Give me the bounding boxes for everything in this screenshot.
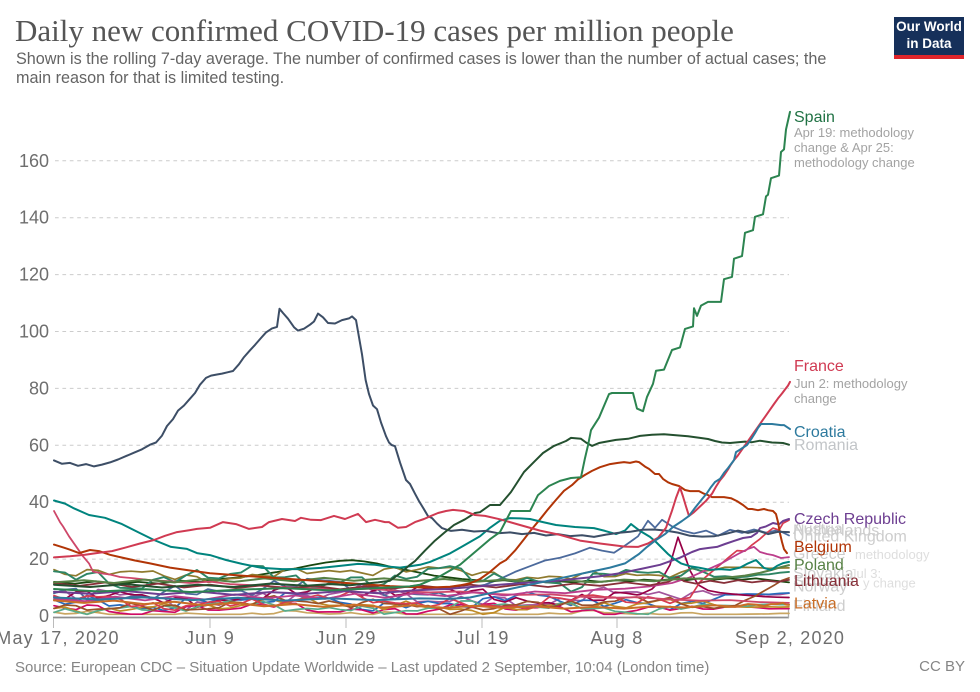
- svg-text:0: 0: [39, 606, 49, 626]
- svg-text:Finland: Finland: [793, 598, 845, 615]
- svg-text:Norway: Norway: [793, 579, 847, 596]
- svg-text:change & Apr 25:: change & Apr 25:: [794, 140, 894, 155]
- svg-text:60: 60: [29, 435, 49, 455]
- svg-text:Romania: Romania: [794, 437, 858, 454]
- svg-text:Czech Republic: Czech Republic: [794, 511, 906, 528]
- svg-text:140: 140: [19, 208, 49, 228]
- svg-text:United Kingdom: United Kingdom: [793, 529, 907, 546]
- svg-text:Slovenia: Slovenia: [793, 573, 854, 590]
- svg-text:Lithuania: Lithuania: [794, 573, 859, 590]
- svg-text:Apr 19: methodology: Apr 19: methodology: [794, 125, 914, 140]
- svg-text:change: change: [794, 391, 837, 406]
- svg-text:120: 120: [19, 265, 49, 285]
- svg-text:Poland: Poland: [794, 557, 844, 574]
- svg-text:40: 40: [29, 492, 49, 512]
- svg-text:100: 100: [19, 322, 49, 342]
- svg-text:Latvia: Latvia: [794, 596, 837, 613]
- svg-text:methodology: methodology: [855, 547, 930, 562]
- svg-text:Jul 19: Jul 19: [454, 628, 509, 648]
- svg-text:Jul 3:: Jul 3:: [850, 566, 881, 581]
- svg-text:160: 160: [19, 151, 49, 171]
- svg-text:Jun 9: Jun 9: [185, 628, 235, 648]
- svg-text:May 17, 2020: May 17, 2020: [0, 628, 120, 648]
- svg-text:80: 80: [29, 378, 49, 398]
- svg-text:Aug 8: Aug 8: [590, 628, 643, 648]
- svg-text:Slovakia: Slovakia: [793, 566, 854, 583]
- svg-text:Belgium: Belgium: [794, 539, 852, 556]
- svg-text:France: France: [794, 358, 844, 375]
- svg-text:Jun 29: Jun 29: [315, 628, 376, 648]
- svg-text:20: 20: [29, 549, 49, 569]
- svg-text:methodology change: methodology change: [794, 155, 915, 170]
- svg-text:Austria: Austria: [793, 521, 843, 538]
- svg-text:y change: y change: [863, 576, 916, 591]
- svg-text:Spain: Spain: [794, 109, 835, 126]
- svg-text:Jun 2: methodology: Jun 2: methodology: [794, 376, 908, 391]
- svg-text:Sep 2, 2020: Sep 2, 2020: [735, 628, 845, 648]
- svg-text:Croatia: Croatia: [794, 424, 846, 441]
- svg-text:Netherlands: Netherlands: [793, 523, 879, 540]
- svg-text:Greece: Greece: [793, 546, 846, 563]
